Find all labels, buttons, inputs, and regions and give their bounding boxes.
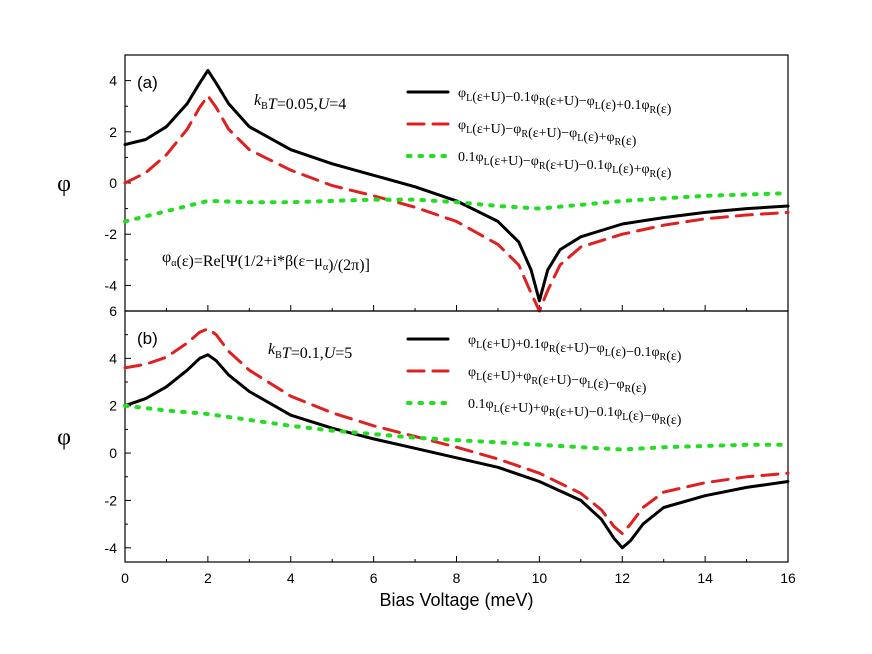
legend-entry-2-2: φL(ε+U)+φR(ε+U)−φL(ε)−φR(ε) [468,365,647,396]
series-line-1-1 [123,68,790,303]
x-tick-label: 10 [532,570,548,586]
annotation-params: kBT=0.1,U=5 [268,341,352,362]
x-tick-label: 6 [370,570,378,586]
y-tick-label: -4 [105,277,118,293]
series-line-2-3 [123,403,790,452]
legend-entry-2-3: 0.1φL(ε+U)+φR(ε+U)−0.1φL(ε)−φR(ε) [468,397,682,428]
series-line-1-2 [123,94,790,313]
x-tick-label: 4 [287,570,295,586]
y-tick-label: 0 [109,175,117,191]
x-tick-label: 8 [453,570,461,586]
plot-frame-1 [124,54,789,312]
y-axis-label: φ [57,171,71,197]
y-tick-label: 6 [109,303,117,319]
y-tick-label: -2 [105,492,118,508]
x-axis-title: Bias Voltage (meV) [379,590,533,610]
y-tick-label: 2 [109,398,117,414]
y-axis-label: φ [57,425,71,451]
series-line-2-2 [123,327,790,536]
legend-entry-2-1: φL(ε+U)+0.1φR(ε+U)−φL(ε)−0.1φR(ε) [468,333,682,364]
legend-entry-1-2: φL(ε+U)−φR(ε+U)−φL(ε)+φR(ε) [458,118,637,149]
y-tick-label: 4 [109,73,117,89]
y-tick-label: -4 [105,540,118,556]
y-tick-label: -2 [105,226,118,242]
series-line-2-1 [123,353,790,550]
x-tick-label: 0 [121,570,129,586]
formula-annotation: φα(ε)=Re[Ψ(1/2+i*β(ε−μα)/(2π)] [162,249,370,274]
x-tick-label: 14 [697,570,713,586]
panel-label: (b) [137,329,158,348]
legend-entry-1-1: φL(ε+U)−0.1φR(ε+U)−φL(ε)+0.1φR(ε) [458,86,672,117]
y-tick-label: 0 [109,445,117,461]
panel-label: (a) [137,73,158,92]
plot-frame-2 [124,310,789,563]
series-line-1-3 [123,191,790,224]
x-tick-label: 2 [204,570,212,586]
legend-entry-1-3: 0.1φL(ε+U)−φR(ε+U)−0.1φL(ε)+φR(ε) [458,150,672,181]
y-tick-label: 2 [109,124,117,140]
x-tick-label: 16 [780,570,796,586]
y-tick-label: 4 [109,350,117,366]
x-tick-label: 12 [614,570,630,586]
annotation-params: kBT=0.05,U=4 [254,92,346,113]
